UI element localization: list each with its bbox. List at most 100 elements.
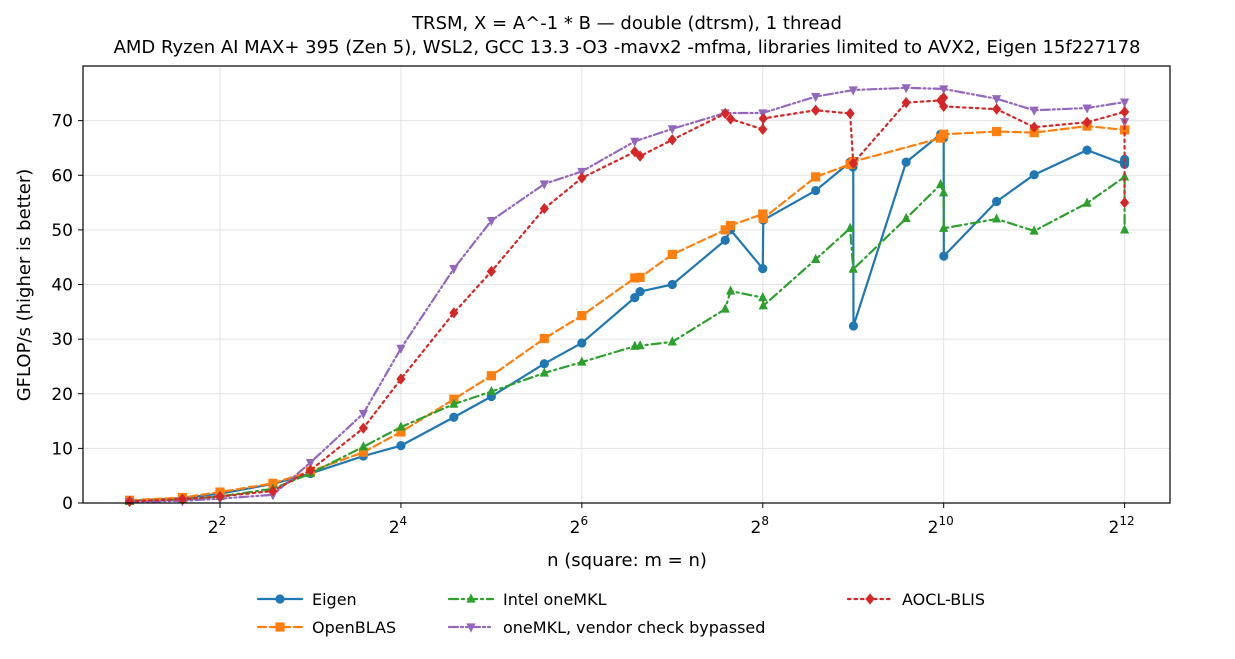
data-point	[667, 336, 677, 346]
data-point	[449, 307, 459, 319]
data-point	[848, 263, 858, 273]
data-point	[667, 279, 677, 290]
data-point	[939, 251, 949, 261]
data-point	[1029, 121, 1039, 133]
data-point	[939, 222, 949, 232]
data-point	[1082, 197, 1092, 207]
y-tick-label: 30	[51, 330, 73, 350]
legend-label: oneMKL, vendor check bypassed	[503, 618, 765, 637]
data-point	[268, 485, 278, 497]
data-point	[449, 265, 459, 275]
data-point	[938, 92, 949, 104]
series-line	[128, 86, 1126, 504]
series-3	[124, 171, 1130, 505]
data-point	[811, 172, 821, 182]
y-axis: 0 10 20 30 40 50 60 70	[51, 112, 83, 514]
data-point	[486, 265, 496, 277]
data-point	[177, 493, 188, 505]
data-point	[992, 196, 1002, 207]
data-point	[992, 213, 1002, 223]
data-point	[630, 273, 640, 283]
data-point	[396, 427, 406, 437]
legend-marker	[466, 623, 476, 633]
data-point	[577, 356, 587, 366]
data-point	[577, 338, 587, 348]
data-point	[486, 216, 496, 227]
data-point	[635, 340, 645, 350]
legend: Eigen OpenBLAS Intel oneMKL oneMKL, vendor …	[256, 590, 985, 637]
x-tick-label: 22	[208, 514, 226, 538]
legend-marker	[466, 593, 476, 603]
plot-area	[124, 84, 1130, 508]
legend-marker	[275, 594, 285, 604]
y-tick-label: 0	[62, 494, 73, 514]
data-point	[939, 85, 949, 95]
data-point	[938, 187, 949, 197]
data-point	[635, 272, 645, 282]
data-point	[1120, 196, 1130, 209]
data-point	[667, 134, 677, 146]
data-point	[758, 213, 768, 224]
data-point	[1120, 224, 1130, 234]
data-point	[630, 293, 640, 303]
data-point	[811, 104, 821, 116]
data-point	[539, 202, 549, 215]
data-point	[396, 441, 406, 451]
data-point	[992, 103, 1002, 115]
data-point	[1120, 98, 1130, 108]
data-point	[1082, 116, 1092, 128]
data-point	[396, 373, 406, 385]
data-point	[758, 292, 768, 302]
data-point	[539, 367, 549, 377]
data-point	[720, 303, 730, 313]
data-point	[539, 359, 549, 369]
legend-marker	[275, 622, 285, 632]
data-point	[901, 157, 911, 167]
data-point	[901, 96, 911, 109]
y-tick-label: 50	[51, 221, 73, 241]
data-point	[539, 333, 549, 344]
x-tick-label: 24	[389, 514, 407, 538]
data-point	[635, 287, 645, 297]
data-point	[1029, 225, 1039, 235]
series-2	[124, 121, 1130, 505]
x-axis: 22 24 26 28 210 212	[208, 503, 1135, 538]
data-point	[811, 253, 821, 263]
y-tick-label: 20	[51, 385, 73, 405]
data-point	[486, 371, 496, 381]
series-line	[128, 175, 1126, 503]
x-tick-label: 212	[1109, 514, 1135, 538]
legend-item: Eigen	[256, 590, 357, 609]
legend-label: AOCL-BLIS	[902, 590, 985, 609]
data-point	[667, 249, 677, 260]
data-point	[358, 447, 368, 457]
data-point	[305, 464, 316, 476]
x-axis-label: n (square: m = n)	[547, 550, 707, 571]
chart-subtitle: AMD Ryzen AI MAX+ 395 (Zen 5), WSL2, GCC…	[114, 37, 1141, 58]
legend-marker	[865, 593, 875, 605]
legend-label: Intel oneMKL	[503, 590, 607, 609]
data-point	[725, 285, 736, 295]
series-5	[124, 92, 1130, 507]
data-point	[720, 225, 730, 235]
data-point	[901, 212, 911, 223]
series-4	[124, 84, 1130, 508]
data-point	[758, 123, 768, 135]
data-point	[1119, 106, 1130, 118]
y-tick-label: 60	[51, 166, 73, 186]
data-point	[305, 458, 316, 469]
data-point	[449, 398, 459, 408]
data-point	[449, 412, 459, 422]
data-point	[577, 172, 587, 184]
data-point	[758, 112, 768, 125]
data-point	[992, 95, 1002, 105]
data-point	[215, 490, 225, 503]
data-point	[848, 157, 858, 169]
x-tick-label: 28	[751, 514, 769, 538]
data-point	[992, 126, 1002, 137]
y-axis-label: GFLOP/s (higher is better)	[14, 169, 35, 402]
x-tick-label: 210	[928, 514, 954, 538]
series-line	[128, 124, 1126, 502]
data-point	[939, 129, 949, 139]
